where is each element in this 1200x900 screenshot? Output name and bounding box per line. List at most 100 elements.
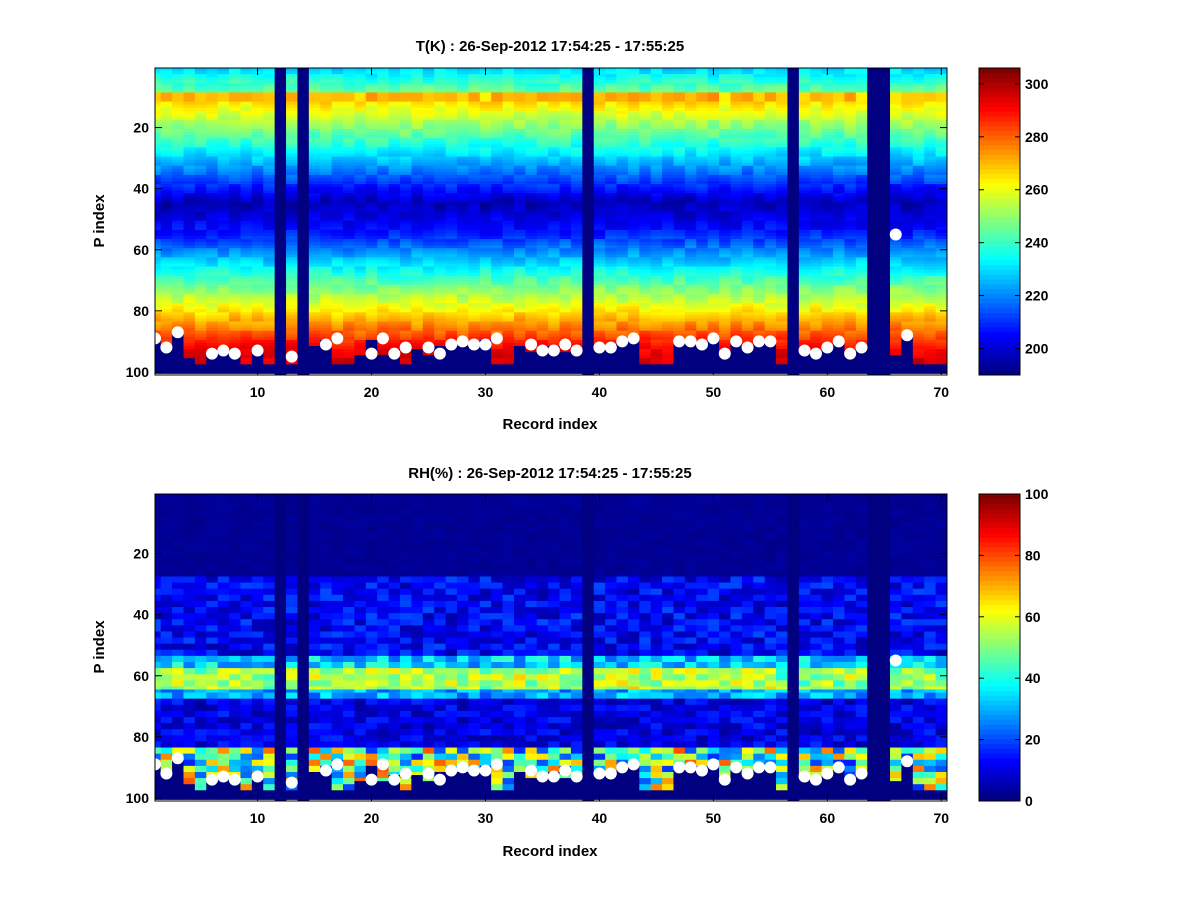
heatmap-cell (286, 315, 298, 319)
heatmap-cell (240, 266, 253, 271)
heatmap-cell (331, 171, 344, 176)
heatmap-cell (525, 303, 538, 307)
heatmap-cell (570, 223, 583, 228)
heatmap-column (217, 68, 230, 374)
heatmap-cell (194, 80, 207, 84)
heatmap-cell (719, 269, 731, 274)
heatmap-cell (155, 190, 162, 194)
heatmap-cell (286, 199, 298, 203)
heatmap-cell (194, 141, 207, 145)
heatmap-cell (263, 86, 276, 90)
heatmap-cell (559, 358, 572, 362)
heatmap-cell (491, 122, 503, 127)
heatmap-cell (251, 208, 264, 212)
heatmap-cell (662, 110, 674, 115)
heatmap-cell (525, 199, 538, 203)
heatmap-cell (536, 229, 549, 234)
heatmap-cell (525, 193, 538, 197)
heatmap-cell (183, 162, 196, 167)
heatmap-cell (741, 74, 754, 78)
heatmap-cell (525, 122, 538, 127)
heatmap-cell (155, 229, 162, 234)
heatmap-cell (513, 278, 526, 283)
heatmap-cell (491, 229, 503, 234)
heatmap-cell (627, 71, 640, 75)
heatmap-cell (616, 275, 629, 280)
heatmap-cell (639, 126, 652, 130)
heatmap-cell (286, 257, 298, 261)
heatmap-cell (365, 196, 378, 200)
heatmap-cell (684, 284, 697, 289)
heatmap-cell (593, 287, 606, 292)
heatmap-cell (456, 248, 469, 252)
heatmap-cell (730, 101, 743, 106)
heatmap-cell (343, 177, 355, 182)
heatmap-cell (343, 303, 355, 307)
heatmap-cell (570, 272, 583, 277)
heatmap-cell (183, 181, 196, 185)
heatmap-cell (286, 171, 298, 176)
heatmap-cell (719, 168, 731, 173)
heatmap-cell (650, 141, 663, 145)
heatmap-cell (684, 217, 697, 222)
heatmap-cell (650, 177, 663, 182)
heatmap-cell (684, 104, 697, 109)
heatmap-cell (513, 266, 526, 271)
heatmap-cell (377, 119, 390, 124)
heatmap-cell (468, 116, 481, 121)
heatmap-cell (650, 116, 663, 121)
heatmap-cell (741, 126, 754, 130)
heatmap-cell (217, 122, 230, 127)
heatmap-cell (502, 275, 515, 280)
heatmap-cell (411, 193, 424, 197)
heatmap-cell (320, 229, 333, 234)
heatmap-cell (160, 229, 173, 234)
heatmap-cell (320, 162, 333, 167)
heatmap-cell (593, 321, 606, 325)
heatmap-cell (548, 290, 560, 295)
heatmap-cell (605, 294, 617, 298)
heatmap-cell (172, 342, 184, 347)
heatmap-cell (263, 223, 276, 228)
heatmap-cell (160, 226, 173, 231)
heatmap-cell (741, 153, 754, 157)
heatmap-cell (650, 242, 663, 246)
heatmap-cell (160, 232, 173, 237)
heatmap-cell (491, 98, 503, 103)
heatmap-cell (354, 86, 367, 90)
heatmap-cell (343, 290, 355, 295)
heatmap-cell (536, 266, 549, 271)
heatmap-cell (627, 174, 640, 179)
heatmap-cell (593, 248, 606, 252)
heatmap-cell (160, 239, 173, 243)
heatmap-cell (491, 315, 503, 319)
heatmap-cell (251, 107, 264, 112)
heatmap-cell (707, 190, 720, 194)
heatmap-cell (684, 110, 697, 115)
heatmap-cell (639, 345, 652, 350)
heatmap-cell (365, 190, 378, 194)
heatmap-cell (411, 345, 424, 350)
heatmap-cell (320, 306, 333, 310)
heatmap-cell (570, 153, 583, 157)
heatmap-cell (513, 272, 526, 277)
heatmap-cell (616, 321, 629, 325)
heatmap-cell (627, 269, 640, 274)
heatmap-cell (160, 95, 173, 99)
heatmap-cell (172, 269, 184, 274)
heatmap-cell (240, 260, 253, 264)
heatmap-cell (206, 257, 219, 261)
heatmap-cell (468, 367, 481, 371)
heatmap-cell (662, 138, 674, 142)
heatmap-cell (673, 236, 686, 240)
heatmap-cell (354, 242, 367, 246)
heatmap-cell (172, 80, 184, 84)
heatmap-cell (240, 236, 253, 240)
heatmap-cell (639, 113, 652, 118)
heatmap-cell (673, 132, 686, 136)
heatmap-cell (570, 132, 583, 136)
heatmap-cell (662, 77, 674, 81)
heatmap-cell (160, 315, 173, 319)
heatmap-cell (365, 364, 378, 368)
heatmap-cell (456, 156, 469, 161)
